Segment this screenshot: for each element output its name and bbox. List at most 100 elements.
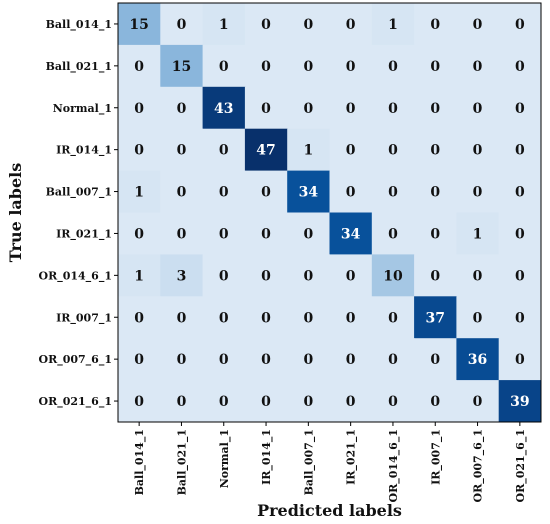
cell-value-label: 0 xyxy=(303,352,313,368)
cell-value-label: 39 xyxy=(510,394,529,410)
cell-value-label: 1 xyxy=(219,17,229,33)
cell-value-label: 0 xyxy=(346,310,356,326)
heatmap-cell xyxy=(160,170,204,213)
x-tick-label: IR_021_1 xyxy=(345,429,359,485)
heatmap-cell xyxy=(244,296,288,339)
heatmap-cell xyxy=(244,380,288,423)
heatmap-cell xyxy=(371,296,415,339)
cell-value-label: 15 xyxy=(172,59,191,75)
cell-value-label: 0 xyxy=(473,17,483,33)
heatmap-cell xyxy=(160,128,204,172)
cell-value-label: 0 xyxy=(515,185,525,201)
cell-value-label: 47 xyxy=(256,143,275,159)
cell-value-label: 0 xyxy=(177,310,187,326)
cell-value-label: 0 xyxy=(134,226,144,242)
heatmap-cell xyxy=(118,212,161,255)
heatmap-cell xyxy=(329,3,373,46)
cell-value-label: 1 xyxy=(473,226,483,242)
heatmap-cell xyxy=(371,3,415,46)
heatmap-cell xyxy=(160,212,204,255)
cell-value-label: 0 xyxy=(346,143,356,159)
cell-value-label: 0 xyxy=(430,268,440,284)
cell-value-labels: 15 0 1 0 0 0 1 0 0 00 15 0 0 0 0 0 0 0 00 0 43 0 0 0 0 0 0 00 0 0 47 1 0… xyxy=(129,17,529,410)
x-tick-label: OR_014_6_1 xyxy=(387,429,401,503)
cell-value-label: 0 xyxy=(388,101,398,117)
heatmap-cell xyxy=(498,86,542,130)
cell-value-label: 0 xyxy=(473,59,483,75)
heatmap-cell xyxy=(498,254,542,297)
cell-value-label: 0 xyxy=(388,226,398,242)
y-tick-label: OR_014_6_1 xyxy=(39,269,113,283)
cell-value-label: 0 xyxy=(303,268,313,284)
cell-value-label: 0 xyxy=(346,17,356,33)
heatmap-cell xyxy=(287,170,330,213)
cell-value-label: 0 xyxy=(515,310,525,326)
cell-value-label: 0 xyxy=(261,310,271,326)
cell-value-label: 0 xyxy=(134,143,144,159)
y-tick-label: OR_021_6_1 xyxy=(39,395,113,409)
heatmap-cell xyxy=(414,212,457,255)
cell-value-label: 0 xyxy=(473,101,483,117)
heatmap-cell xyxy=(329,296,373,339)
heatmap-cell xyxy=(329,212,373,255)
heatmap-cell xyxy=(160,296,204,339)
heatmap-cell xyxy=(202,254,246,297)
x-tick-label: Ball_014_1 xyxy=(133,429,147,495)
heatmap-cell xyxy=(202,128,246,172)
heatmap-cell xyxy=(287,128,330,172)
cell-value-label: 0 xyxy=(261,226,271,242)
heatmap-cell xyxy=(414,296,457,339)
cell-value-label: 3 xyxy=(177,268,187,284)
y-tick-label: IR_014_1 xyxy=(56,144,112,158)
cell-value-label: 1 xyxy=(303,143,313,159)
cell-value-label: 0 xyxy=(515,226,525,242)
cell-value-label: 0 xyxy=(219,268,229,284)
heatmap-cell xyxy=(456,128,500,172)
heatmap-cell xyxy=(414,170,457,213)
x-tick-label: IR_014_1 xyxy=(260,429,274,485)
cell-value-label: 0 xyxy=(303,394,313,410)
x-axis-title: Predicted labels xyxy=(257,501,402,520)
y-tick-label: Normal_1 xyxy=(53,102,112,116)
cell-value-label: 0 xyxy=(473,310,483,326)
cell-value-label: 0 xyxy=(134,310,144,326)
cell-value-label: 36 xyxy=(468,352,487,368)
heatmap-cell xyxy=(244,128,288,172)
cell-value-label: 0 xyxy=(303,101,313,117)
heatmap-cell xyxy=(287,338,330,381)
heatmap-cell xyxy=(202,380,246,423)
heatmap-cell xyxy=(244,44,288,88)
heatmap-cell xyxy=(118,3,161,46)
heatmap-cell xyxy=(456,254,500,297)
cell-value-label: 34 xyxy=(341,226,361,242)
heatmap-cell xyxy=(329,170,373,213)
heatmap-cell xyxy=(202,296,246,339)
heatmap-cell xyxy=(371,128,415,172)
heatmap-cell xyxy=(202,86,246,130)
heatmap-cell xyxy=(160,86,204,130)
cell-value-label: 0 xyxy=(219,59,229,75)
cell-value-label: 0 xyxy=(430,17,440,33)
cell-value-label: 0 xyxy=(473,394,483,410)
cell-value-label: 0 xyxy=(346,268,356,284)
x-tick-label: Normal_1 xyxy=(218,429,232,488)
heatmap-cell xyxy=(287,212,330,255)
cell-value-label: 0 xyxy=(515,143,525,159)
heatmap-cell xyxy=(414,44,457,88)
heatmap-cell xyxy=(287,296,330,339)
heatmap-cell xyxy=(202,44,246,88)
heatmap-cell xyxy=(287,380,330,423)
y-tick-label: Ball_014_1 xyxy=(46,18,112,32)
cell-value-label: 0 xyxy=(388,143,398,159)
cell-value-label: 0 xyxy=(346,394,356,410)
y-tick-label: IR_021_1 xyxy=(56,227,112,241)
heatmap-cell xyxy=(414,128,457,172)
cell-value-label: 0 xyxy=(430,394,440,410)
cell-value-label: 0 xyxy=(303,17,313,33)
heatmap-cell xyxy=(160,3,204,46)
y-tick-label: Ball_021_1 xyxy=(46,60,112,74)
heatmap-cell xyxy=(498,44,542,88)
cell-value-label: 0 xyxy=(388,185,398,201)
cell-value-label: 0 xyxy=(430,143,440,159)
